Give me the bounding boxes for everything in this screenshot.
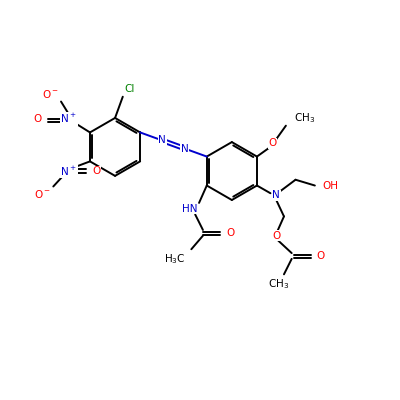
Text: H$_3$C: H$_3$C	[164, 252, 186, 266]
Text: O: O	[92, 166, 100, 176]
Text: O: O	[226, 228, 234, 238]
Text: N: N	[181, 144, 189, 154]
Text: N: N	[272, 190, 280, 200]
Text: N$^+$: N$^+$	[60, 112, 77, 126]
Text: O: O	[317, 251, 325, 261]
Text: Cl: Cl	[125, 84, 135, 94]
Text: N$^+$: N$^+$	[60, 164, 77, 178]
Text: CH$_3$: CH$_3$	[294, 111, 315, 125]
Text: HN: HN	[182, 204, 197, 214]
Text: O: O	[268, 138, 276, 148]
Text: O: O	[272, 231, 280, 241]
Text: CH$_3$: CH$_3$	[268, 277, 289, 291]
Text: OH: OH	[322, 180, 338, 190]
Text: N: N	[158, 135, 166, 145]
Text: O$^-$: O$^-$	[34, 188, 51, 200]
Text: O: O	[34, 114, 42, 124]
Text: O$^-$: O$^-$	[42, 88, 59, 100]
